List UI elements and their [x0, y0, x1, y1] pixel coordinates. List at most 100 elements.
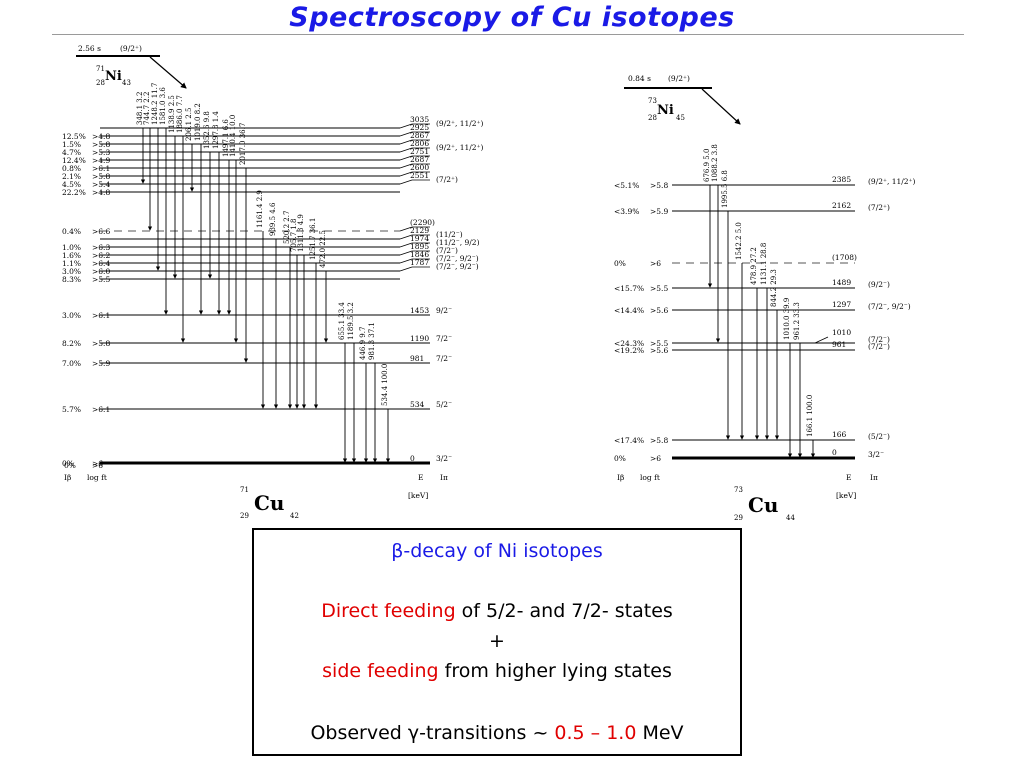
- parent-mass: 71: [96, 65, 105, 73]
- beta-intensity: 0%: [614, 454, 626, 463]
- beta-intensity: 0.4%: [62, 227, 81, 236]
- column-kev: [keV]: [408, 491, 428, 500]
- beta-intensity: 1.0%: [62, 243, 81, 252]
- column-kev: [keV]: [836, 491, 856, 500]
- level-spin: (9/2⁻): [868, 280, 890, 289]
- log-ft: >5.8: [650, 181, 668, 190]
- gamma-label: 1138.9 2.5: [168, 95, 176, 133]
- page-title: Spectroscopy of Cu isotopes: [289, 2, 735, 33]
- level-spin: (5/2⁻): [868, 432, 890, 441]
- beta-intensity: 0%: [614, 259, 626, 268]
- level-spin: 5/2⁻: [436, 400, 452, 409]
- observed-text: Observed: [310, 722, 408, 744]
- level-spin: (7/2⁺): [868, 203, 890, 212]
- log-ft: >5.6: [650, 306, 668, 315]
- beta-intensity: 1.6%: [62, 251, 81, 260]
- beta-intensity: 7.0%: [62, 359, 81, 368]
- level-energy: 2806: [410, 139, 429, 148]
- summary-line-gamma: Observed γ-transitions ~ 0.5 – 1.0 MeV: [254, 722, 740, 744]
- gamma-label: 1251.7 36.1: [309, 218, 317, 260]
- level-energy: 0: [410, 454, 415, 463]
- level-energy: 0: [832, 448, 837, 457]
- level-energy: 1787: [410, 258, 429, 267]
- level-spin: 7/2⁻: [436, 334, 452, 343]
- gamma-label: 1581.0 3.6: [159, 87, 167, 125]
- daughter-mass: 71: [240, 486, 249, 494]
- level-energy: 961: [832, 340, 846, 349]
- level-connector: [399, 250, 413, 256]
- summary-line-decay: β-decay of Ni isotopes: [254, 540, 740, 562]
- level-spin: (7/2⁻, 9/2⁻): [436, 254, 479, 263]
- beta-intensity: <15.7%: [614, 284, 644, 293]
- parent-mass: 73: [648, 97, 657, 105]
- level-energy: 1895: [410, 242, 429, 251]
- log-ft: >6: [92, 459, 103, 468]
- level-connector: [399, 131, 413, 137]
- daughter-symbol: Cu: [254, 491, 284, 515]
- gamma-label: 1886.0 7.7: [176, 95, 184, 133]
- log-ft: >5.6: [650, 346, 668, 355]
- level-connector: [814, 336, 829, 344]
- level-energy: 1297: [832, 300, 851, 309]
- level-spin: (11/2⁻): [436, 230, 463, 239]
- column-ib: Iβ: [64, 473, 71, 482]
- column-energy: E: [846, 473, 851, 482]
- direct-feeding-text: of 5/2- and 7/2- states: [455, 600, 673, 622]
- level-spin: 9/2⁻: [436, 306, 452, 315]
- gamma-label: 981.3 37.1: [368, 322, 376, 360]
- beta-intensity: 12.5%: [62, 132, 86, 141]
- energy-unit: MeV: [636, 722, 684, 744]
- beta-intensity: 2.1%: [62, 172, 81, 181]
- gamma-label: 1542.2 5.0: [735, 222, 743, 260]
- gamma-label: 2017.0 36.7: [239, 123, 247, 165]
- level-energy: 2867: [410, 131, 429, 140]
- level-spin: 7/2⁻: [436, 354, 452, 363]
- level-connector: [399, 179, 413, 185]
- beta-intensity: <24.3%: [614, 339, 644, 348]
- gamma-label: 1161.4 2.9: [256, 190, 264, 228]
- log-ft: >5.8: [650, 436, 668, 445]
- beta-intensity: 0%: [64, 461, 76, 470]
- gamma-label: 1995.5 6.8: [721, 170, 729, 208]
- level-spin: (7/2⁻): [868, 342, 890, 351]
- gamma-label: 844.2 29.3: [770, 269, 778, 307]
- parent-spin: (9/2⁺): [668, 74, 690, 83]
- cu71-level-scheme: 2.56 s (9/2⁺) 71 28 Ni 43 3035 (9/2⁺, 11/2⁺) 12.…: [62, 44, 484, 520]
- level-energy: 534: [410, 400, 425, 409]
- level-energy: 1190: [410, 334, 429, 343]
- gamma-label: 534.4 100.0: [381, 364, 389, 406]
- gamma-label: 1352.6 9.8: [203, 111, 211, 149]
- level-energy: 2687: [410, 155, 429, 164]
- cu73-level-scheme: 0.84 s (9/2⁺) 73 28 Ni 45 <5.1% >5.8 2385 (9/2⁺, …: [614, 74, 916, 522]
- daughter-symbol: Cu: [748, 493, 778, 517]
- level-energy: 166: [832, 430, 847, 439]
- parent-symbol: Ni: [657, 103, 674, 118]
- beta-intensity: 1.5%: [62, 140, 81, 149]
- beta-intensity: <3.9%: [614, 207, 639, 216]
- beta-intensity: 4.5%: [62, 180, 81, 189]
- direct-feeding-label: Direct feeding: [321, 600, 456, 622]
- level-connector: [399, 147, 413, 153]
- beta-intensity: 0.8%: [62, 164, 81, 173]
- log-ft: >6: [92, 461, 103, 470]
- daughter-n: 42: [290, 512, 299, 520]
- gamma-label: 1311.3 4.9: [297, 214, 305, 252]
- level-connector: [399, 123, 413, 129]
- gamma-label: 676.9 5.0: [703, 149, 711, 182]
- title-divider: [52, 34, 964, 35]
- gamma-label: 1088.2 3.8: [711, 144, 719, 182]
- gamma-label: 705.7 1.8: [290, 219, 298, 252]
- gamma-label: 446.9 9.7: [359, 327, 367, 360]
- summary-line-side: side feeding from higher lying states: [254, 660, 740, 682]
- side-feeding-text: from higher lying states: [438, 660, 672, 682]
- level-spin: (9/2⁺, 11/2⁺): [436, 119, 484, 128]
- log-ft: >5.9: [650, 207, 668, 216]
- beta-intensity: 8.2%: [62, 339, 81, 348]
- level-energy: 2385: [832, 175, 851, 184]
- parent-decay-arrow: [149, 56, 187, 89]
- column-energy: E: [418, 473, 423, 482]
- daughter-z: 29: [734, 514, 743, 522]
- parent-z: 28: [648, 114, 657, 122]
- level-spin: (7/2⁻): [868, 335, 890, 344]
- level-energy: 1453: [410, 306, 429, 315]
